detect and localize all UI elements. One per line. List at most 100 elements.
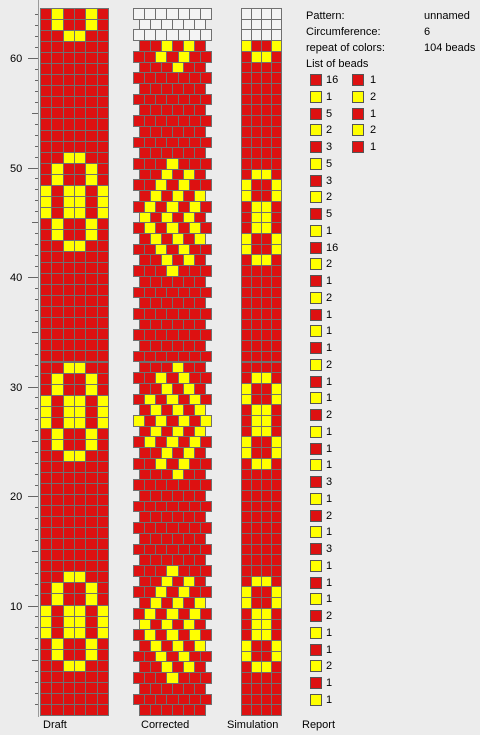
bead-swatch [310, 375, 322, 388]
bead-cell[interactable] [271, 704, 282, 716]
report-panel: Pattern: unnamed Circumference: 6 repeat… [306, 0, 480, 717]
ruler-tick [35, 343, 38, 344]
ruler-tick [35, 200, 38, 201]
bead-count: 3 [326, 543, 333, 555]
pattern-value: unnamed [424, 10, 470, 22]
ruler-tick [35, 135, 38, 136]
ruler-tick [32, 441, 38, 442]
bead-swatch [352, 74, 364, 86]
ruler-tick [35, 638, 38, 639]
ruler-tick [35, 36, 38, 37]
ruler-label: 60 [10, 53, 23, 65]
bead-count: 3 [326, 476, 333, 488]
simulation-grid[interactable] [241, 8, 282, 716]
ruler-tick [35, 354, 38, 355]
bead-count: 1 [326, 392, 333, 405]
ruler-tick [35, 627, 38, 628]
bead-count: 16 [326, 74, 339, 86]
ruler-tick [35, 288, 38, 289]
bead-count: 16 [326, 241, 339, 254]
ruler-label: 50 [10, 163, 23, 175]
bead-count: 1 [326, 308, 333, 321]
ruler-tick [35, 408, 38, 409]
bead-swatch [310, 308, 322, 321]
bead-cell[interactable] [96, 703, 109, 716]
bead-swatch [310, 677, 322, 689]
bead-swatch [310, 224, 322, 237]
bead-count: 5 [326, 107, 333, 120]
bead-swatch [310, 476, 322, 488]
repeat-row: repeat of colors: 104 beads [306, 42, 480, 54]
ruler-tick [35, 69, 38, 70]
ruler-label: 20 [10, 491, 23, 503]
ruler-tick [35, 178, 38, 179]
bead-swatch [310, 141, 322, 153]
ruler-label: 30 [10, 382, 23, 394]
pattern-row: Pattern: unnamed [306, 10, 480, 22]
ruler-tick [35, 47, 38, 48]
ruler-tick [35, 233, 38, 234]
bead-count: 1 [326, 325, 333, 338]
bead-count: 5 [326, 208, 333, 220]
ruler-tick [32, 332, 38, 333]
ruler-tick [35, 91, 38, 92]
bead-count: 2 [326, 191, 333, 204]
draft-grid[interactable] [40, 8, 109, 716]
ruler-tick [35, 671, 38, 672]
bead-count: 2 [326, 358, 333, 371]
bead-list-title: List of beads [306, 58, 369, 70]
bead-count: 1 [326, 275, 333, 287]
bead-count: 2 [326, 660, 333, 673]
ruler-tick [35, 157, 38, 158]
bead-count: 1 [326, 559, 333, 572]
ruler-tick [35, 693, 38, 694]
bead-count: 1 [370, 74, 377, 86]
bead-swatch [310, 459, 322, 472]
bead-swatch [310, 492, 322, 505]
bead-swatch [310, 509, 322, 522]
ruler-tick [35, 474, 38, 475]
bead-cell[interactable] [194, 704, 207, 716]
ruler-tick [28, 606, 38, 607]
bead-swatch [310, 409, 322, 421]
row-ruler: 60 50 40 30 20 10 [0, 0, 39, 717]
ruler-tick [35, 255, 38, 256]
ruler-tick [35, 299, 38, 300]
bead-count: 5 [326, 157, 333, 170]
bead-swatch [310, 643, 322, 656]
ruler-tick [32, 660, 38, 661]
ruler-tick [35, 124, 38, 125]
ruler-tick [35, 540, 38, 541]
pattern-label: Pattern: [306, 10, 345, 22]
bead-swatch [310, 425, 322, 438]
bead-swatch [310, 241, 322, 254]
bead-swatch [310, 74, 322, 86]
ruler-tick [35, 704, 38, 705]
repeat-label: repeat of colors: [306, 42, 385, 54]
ruler-tick [28, 168, 38, 169]
ruler-tick [35, 244, 38, 245]
bead-count: 2 [326, 291, 333, 304]
ruler-tick [35, 102, 38, 103]
bead-swatch [310, 660, 322, 673]
report-label: Report [302, 719, 336, 731]
ruler-tick [35, 419, 38, 420]
bead-count: 1 [326, 375, 333, 388]
bead-swatch [310, 392, 322, 405]
bead-count: 2 [370, 90, 377, 103]
bead-swatch [310, 191, 322, 204]
bead-count: 2 [326, 509, 333, 522]
ruler-tick [35, 616, 38, 617]
corrected-grid[interactable] [133, 8, 212, 716]
bead-count: 2 [370, 124, 377, 137]
ruler-tick [35, 310, 38, 311]
bead-swatch [310, 174, 322, 187]
bead-count: 2 [326, 258, 333, 271]
ruler-tick [35, 529, 38, 530]
ruler-tick [35, 682, 38, 683]
bead-count: 1 [326, 224, 333, 237]
bead-count: 3 [326, 174, 333, 187]
simulation-label: Simulation [227, 719, 279, 731]
ruler-tick [35, 518, 38, 519]
bead-swatch [310, 559, 322, 572]
